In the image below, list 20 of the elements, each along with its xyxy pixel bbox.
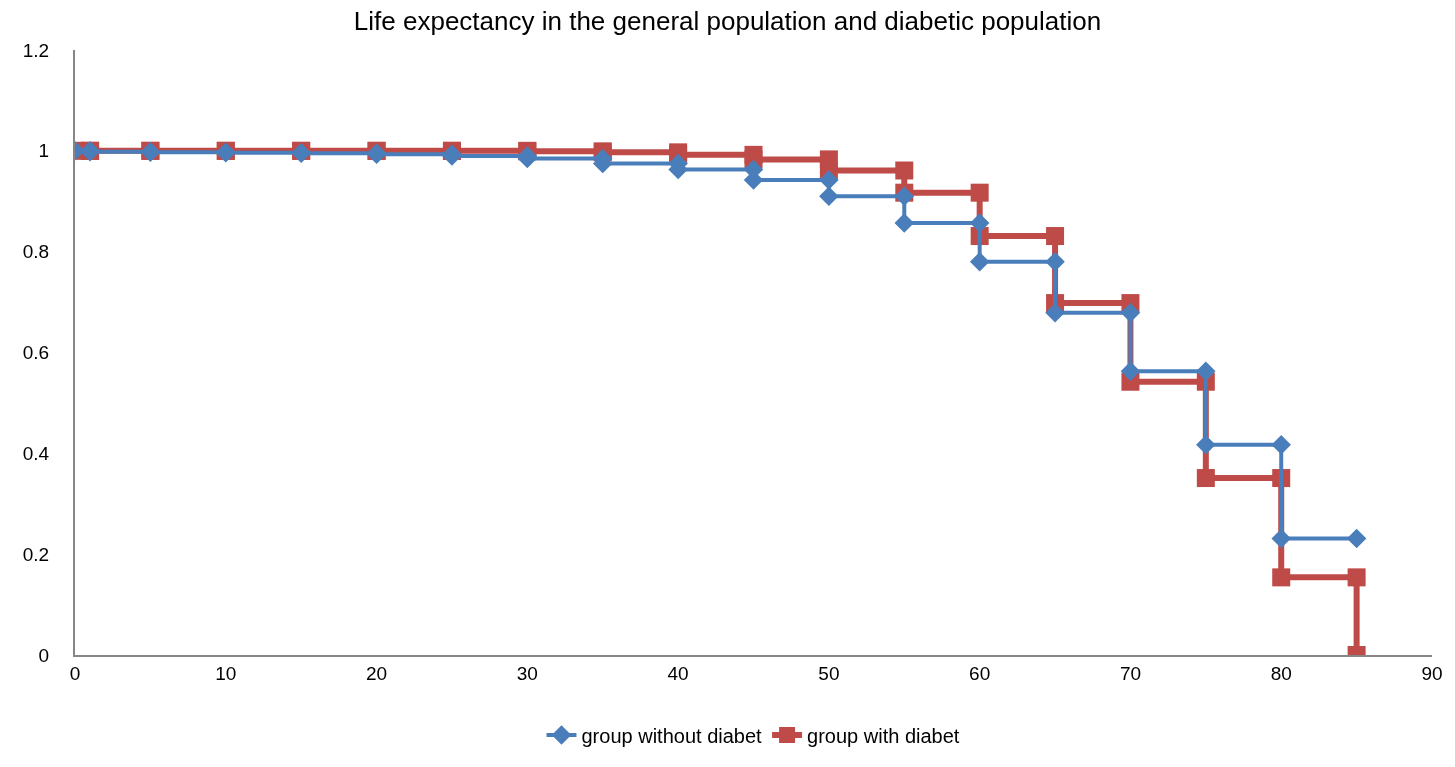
legend-label: group with diabet (807, 724, 960, 747)
x-tick-label: 50 (818, 662, 840, 684)
x-tick-label: 70 (1119, 662, 1142, 684)
y-tick-label: 0.2 (22, 543, 50, 565)
legend-label: group without diabet (581, 724, 763, 747)
x-tick-label: 60 (969, 662, 991, 684)
y-tick-label: 0.8 (22, 241, 50, 263)
y-tick-label: 0 (38, 644, 50, 666)
x-tick-label: 40 (667, 662, 689, 684)
y-tick-label: 0.4 (22, 442, 50, 464)
x-tick-label: 30 (516, 662, 538, 684)
x-tick-label: 80 (1270, 662, 1292, 684)
x-tick-label: 20 (365, 662, 388, 684)
chart-title: Life expectancy in the general population and diabetic population (353, 5, 1102, 36)
y-tick-label: 1 (38, 140, 50, 162)
x-tick-label: 90 (1421, 662, 1443, 684)
y-tick-label: 0.6 (22, 342, 50, 364)
x-tick-label: 10 (215, 662, 237, 684)
x-tick-label: 0 (69, 662, 81, 684)
y-tick-label: 1.2 (22, 39, 50, 61)
